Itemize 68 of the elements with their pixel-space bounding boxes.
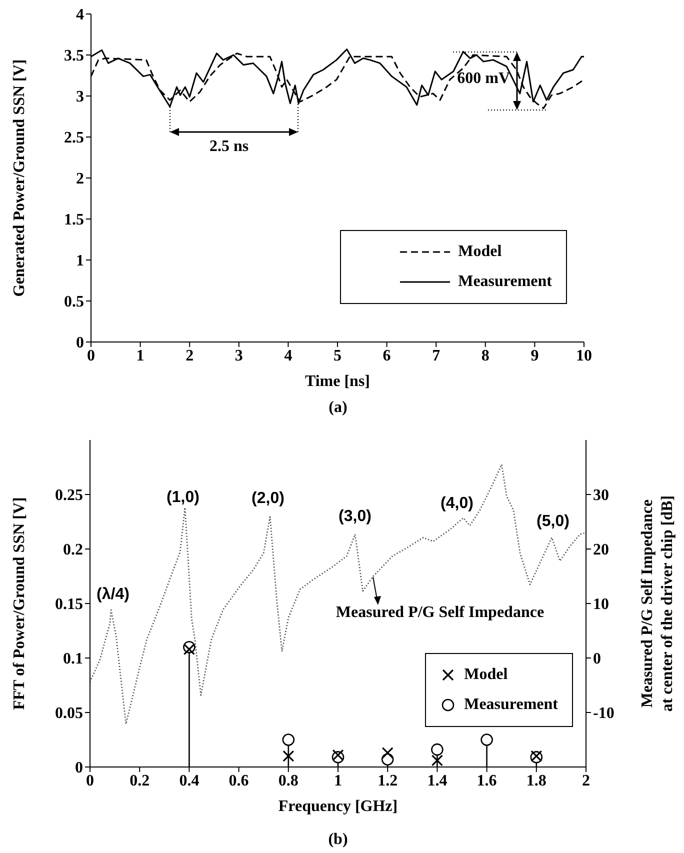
annotation: (λ/4) [96, 586, 130, 603]
y2-tick-label: -10 [593, 705, 614, 722]
x-tick-label: 2 [582, 772, 590, 790]
y2-tick-label: 30 [593, 487, 609, 504]
x-tick-label: 7 [432, 347, 440, 364]
x-tick-label: 4 [284, 347, 292, 364]
point [381, 753, 394, 766]
annotation: (3,0) [338, 508, 372, 525]
x-tick-label: 0.4 [179, 772, 200, 790]
x-tick-label: 1.8 [526, 772, 546, 790]
x-tick-label: 6 [382, 347, 391, 364]
x-tick-label: 0.2 [130, 772, 150, 790]
y2-tick-label: 0 [593, 650, 601, 668]
y-tick-label: 0.15 [55, 596, 83, 614]
y2-tick-label: 10 [593, 596, 609, 614]
text: (a) [328, 399, 348, 416]
y-tick-label: 4 [76, 6, 84, 24]
x-tick-label: 1 [136, 347, 144, 364]
x-tick-label: 0.6 [228, 772, 249, 790]
legend-label: Model [458, 243, 502, 262]
y2-axis-title: Measured P/G Self Impedance at center of the driver chip [dB] [639, 495, 676, 712]
y-tick-label: 1 [76, 252, 84, 270]
x-tick-label: 8 [481, 347, 490, 364]
y-tick-label: 0 [75, 760, 83, 777]
annotation: 600 mV [457, 70, 510, 87]
point [183, 640, 196, 654]
annotation: (4,0) [440, 495, 474, 512]
y2-tick-label: 20 [593, 542, 609, 559]
annotation: 2.5 ns [209, 138, 249, 155]
point [431, 743, 444, 756]
y-tick-label: 0.25 [55, 487, 83, 504]
y-tick-label: 2 [76, 170, 84, 188]
x-tick-label: 9 [530, 347, 539, 364]
annotation: (2,0) [252, 490, 284, 507]
point [282, 734, 295, 746]
legend-label: Measurement [464, 696, 558, 714]
y-tick-label: 1.5 [64, 212, 84, 229]
y-axis-title: FFT of Power/Ground SSN [V] [11, 497, 28, 710]
text: (b) [328, 831, 348, 848]
y-axis-title: Generated Power/Ground SSN [V] [11, 59, 28, 297]
x-tick-label: 1.6 [476, 772, 497, 790]
x-tick-label: 0.8 [278, 772, 298, 790]
x-tick-label: 1 [334, 772, 342, 790]
y-tick-label: 0.5 [64, 294, 84, 311]
y-tick-label: 2.5 [64, 130, 84, 147]
legend-label: Measurement [458, 273, 552, 292]
annotation: (5,0) [536, 513, 570, 530]
x-tick-label: 10 [576, 347, 592, 364]
x-tick-label: 2 [186, 347, 194, 364]
x-tick-label: 0 [87, 347, 95, 364]
x-tick-label: 1.2 [378, 772, 398, 790]
legend-label: Model [464, 666, 508, 684]
x-axis-title: Frequency [GHz] [278, 798, 398, 815]
annotation: Measured P/G Self Impedance [336, 604, 544, 621]
y-tick-label: 3 [76, 88, 84, 106]
y-tick-label: 0 [76, 334, 84, 352]
point [480, 734, 493, 746]
y-tick-label: 0.05 [55, 705, 83, 722]
y-tick-label: 0.2 [63, 542, 83, 559]
x-tick-label: 1.4 [427, 772, 448, 790]
y-tick-label: 3.5 [64, 48, 84, 65]
x-axis-title: Time [ns] [304, 373, 370, 390]
annotation: (1,0) [166, 489, 200, 506]
point [332, 751, 344, 764]
line-series [90, 464, 586, 725]
x-tick-label: 5 [334, 347, 342, 364]
x-tick-label: 3 [234, 347, 243, 364]
y-tick-label: 0.1 [63, 650, 83, 668]
